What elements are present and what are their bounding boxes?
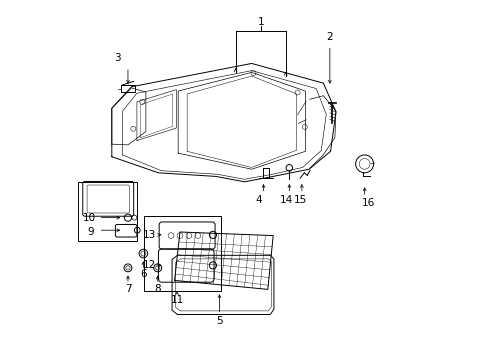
Text: 10: 10: [83, 213, 96, 222]
Text: 3: 3: [114, 53, 120, 63]
Text: 14: 14: [280, 195, 293, 205]
Text: 13: 13: [142, 230, 156, 240]
Text: 2: 2: [326, 32, 332, 41]
Text: 1: 1: [257, 17, 264, 27]
Bar: [144, 216, 221, 291]
Bar: [121, 85, 135, 92]
Text: 5: 5: [216, 316, 222, 325]
Text: 7: 7: [124, 284, 131, 294]
Text: 11: 11: [170, 295, 183, 305]
Bar: [78, 182, 137, 241]
Text: 15: 15: [293, 195, 306, 205]
Text: 8: 8: [154, 284, 161, 294]
Text: 4: 4: [255, 195, 262, 205]
Text: 16: 16: [361, 198, 374, 208]
Text: 9: 9: [87, 227, 94, 237]
Text: 12: 12: [142, 260, 156, 270]
Text: 6: 6: [140, 269, 146, 279]
